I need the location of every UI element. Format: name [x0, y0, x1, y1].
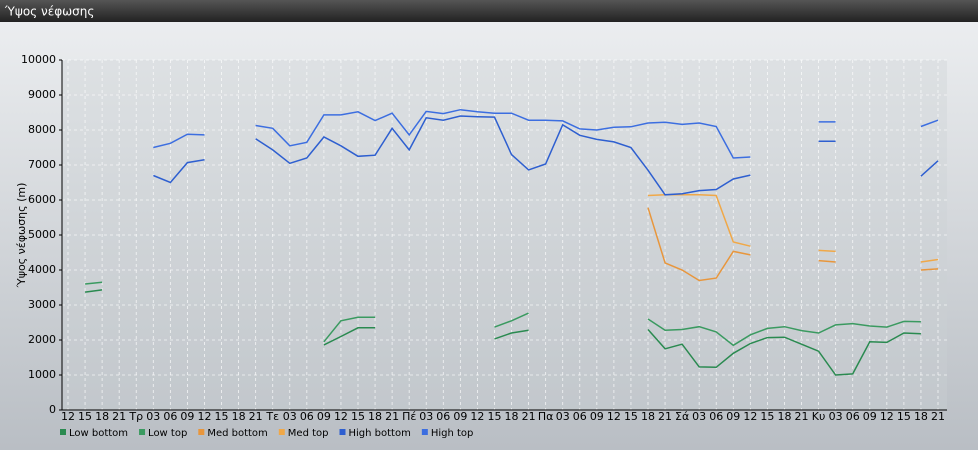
- x-tick-label: 18: [641, 410, 655, 423]
- y-tick-label: 10000: [21, 53, 56, 66]
- x-tick-label: 06: [573, 410, 587, 423]
- x-tick-label: 18: [368, 410, 382, 423]
- legend-label: Low bottom: [69, 428, 128, 439]
- x-tick-label: 18: [232, 410, 246, 423]
- x-tick-label: Τρ: [128, 410, 143, 423]
- x-tick-label: Κυ: [812, 410, 826, 423]
- title-bar: [0, 0, 978, 22]
- legend-swatch: [60, 429, 66, 435]
- x-tick-label: 21: [658, 410, 672, 423]
- plot-area: [62, 60, 947, 410]
- x-tick-label: 03: [283, 410, 297, 423]
- x-tick-label: 09: [863, 410, 877, 423]
- y-axis-label: Ύψος νέφωσης (m): [15, 183, 28, 289]
- x-tick-label: 15: [215, 410, 229, 423]
- x-tick-label: 18: [914, 410, 928, 423]
- legend-label: Low top: [148, 428, 187, 439]
- x-tick-label: 21: [522, 410, 536, 423]
- series-line: [647, 207, 939, 282]
- legend-label: High top: [431, 428, 474, 439]
- x-tick-label: 03: [556, 410, 570, 423]
- legend-swatch: [198, 429, 205, 435]
- x-tick-label: 12: [197, 410, 211, 423]
- x-tick-label: 21: [112, 410, 126, 423]
- y-tick-label: 0: [49, 403, 56, 416]
- x-tick-label: Πα: [538, 410, 554, 423]
- x-tick-label: 15: [351, 410, 365, 423]
- x-tick-label: 09: [590, 410, 604, 423]
- chart-title: Ύψος νέφωσης: [4, 5, 94, 19]
- x-tick-label: 12: [607, 410, 621, 423]
- legend-swatch: [139, 429, 146, 435]
- x-tick-label: 06: [709, 410, 723, 423]
- y-tick-label: 8000: [28, 123, 56, 136]
- x-tick-label: 09: [317, 410, 331, 423]
- x-tick-label: 21: [385, 410, 399, 423]
- x-tick-label: 03: [829, 410, 843, 423]
- y-tick-label: 2000: [28, 333, 56, 346]
- x-tick-label: 12: [743, 410, 757, 423]
- x-tick-label: 15: [624, 410, 638, 423]
- x-tick-label: 03: [146, 410, 160, 423]
- x-tick-label: 18: [777, 410, 791, 423]
- x-tick-label: 09: [453, 410, 467, 423]
- legend-swatch: [339, 429, 346, 435]
- x-tick-label: 12: [61, 410, 75, 423]
- series-line: [153, 115, 939, 196]
- series-line: [85, 281, 921, 347]
- legend-swatch: [421, 429, 428, 435]
- x-tick-label: 18: [505, 410, 519, 423]
- legend-label: Med top: [288, 428, 329, 439]
- x-tick-label: 09: [180, 410, 194, 423]
- x-tick-label: 18: [95, 410, 109, 423]
- y-tick-label: 6000: [28, 193, 56, 206]
- legend-swatch: [278, 429, 285, 435]
- x-tick-label: Τε: [265, 410, 279, 423]
- x-tick-label: 21: [795, 410, 809, 423]
- x-tick-label: 15: [487, 410, 501, 423]
- x-tick-label: 06: [846, 410, 860, 423]
- x-tick-label: 06: [436, 410, 450, 423]
- x-tick-label: 15: [760, 410, 774, 423]
- x-tick-label: 12: [880, 410, 894, 423]
- series-line: [153, 108, 939, 159]
- x-tick-label: 15: [78, 410, 92, 423]
- x-tick-label: 03: [692, 410, 706, 423]
- x-tick-label: Σά: [675, 410, 689, 423]
- y-tick-label: 3000: [28, 298, 56, 311]
- legend-label: High bottom: [349, 428, 411, 439]
- y-tick-label: 7000: [28, 158, 56, 171]
- x-tick-label: 12: [470, 410, 484, 423]
- series-line: [85, 289, 921, 376]
- legend-label: Med bottom: [207, 428, 267, 439]
- x-tick-label: 06: [163, 410, 177, 423]
- x-tick-label: 21: [931, 410, 945, 423]
- y-tick-label: 9000: [28, 88, 56, 101]
- x-tick-label: 15: [897, 410, 911, 423]
- y-tick-label: 5000: [28, 228, 56, 241]
- x-tick-label: 21: [249, 410, 263, 423]
- y-tick-label: 4000: [28, 263, 56, 276]
- x-tick-label: Πέ: [402, 410, 416, 423]
- x-tick-label: 09: [726, 410, 740, 423]
- x-tick-label: 03: [419, 410, 433, 423]
- y-tick-label: 1000: [28, 368, 56, 381]
- x-tick-label: 06: [300, 410, 314, 423]
- x-tick-label: 12: [334, 410, 348, 423]
